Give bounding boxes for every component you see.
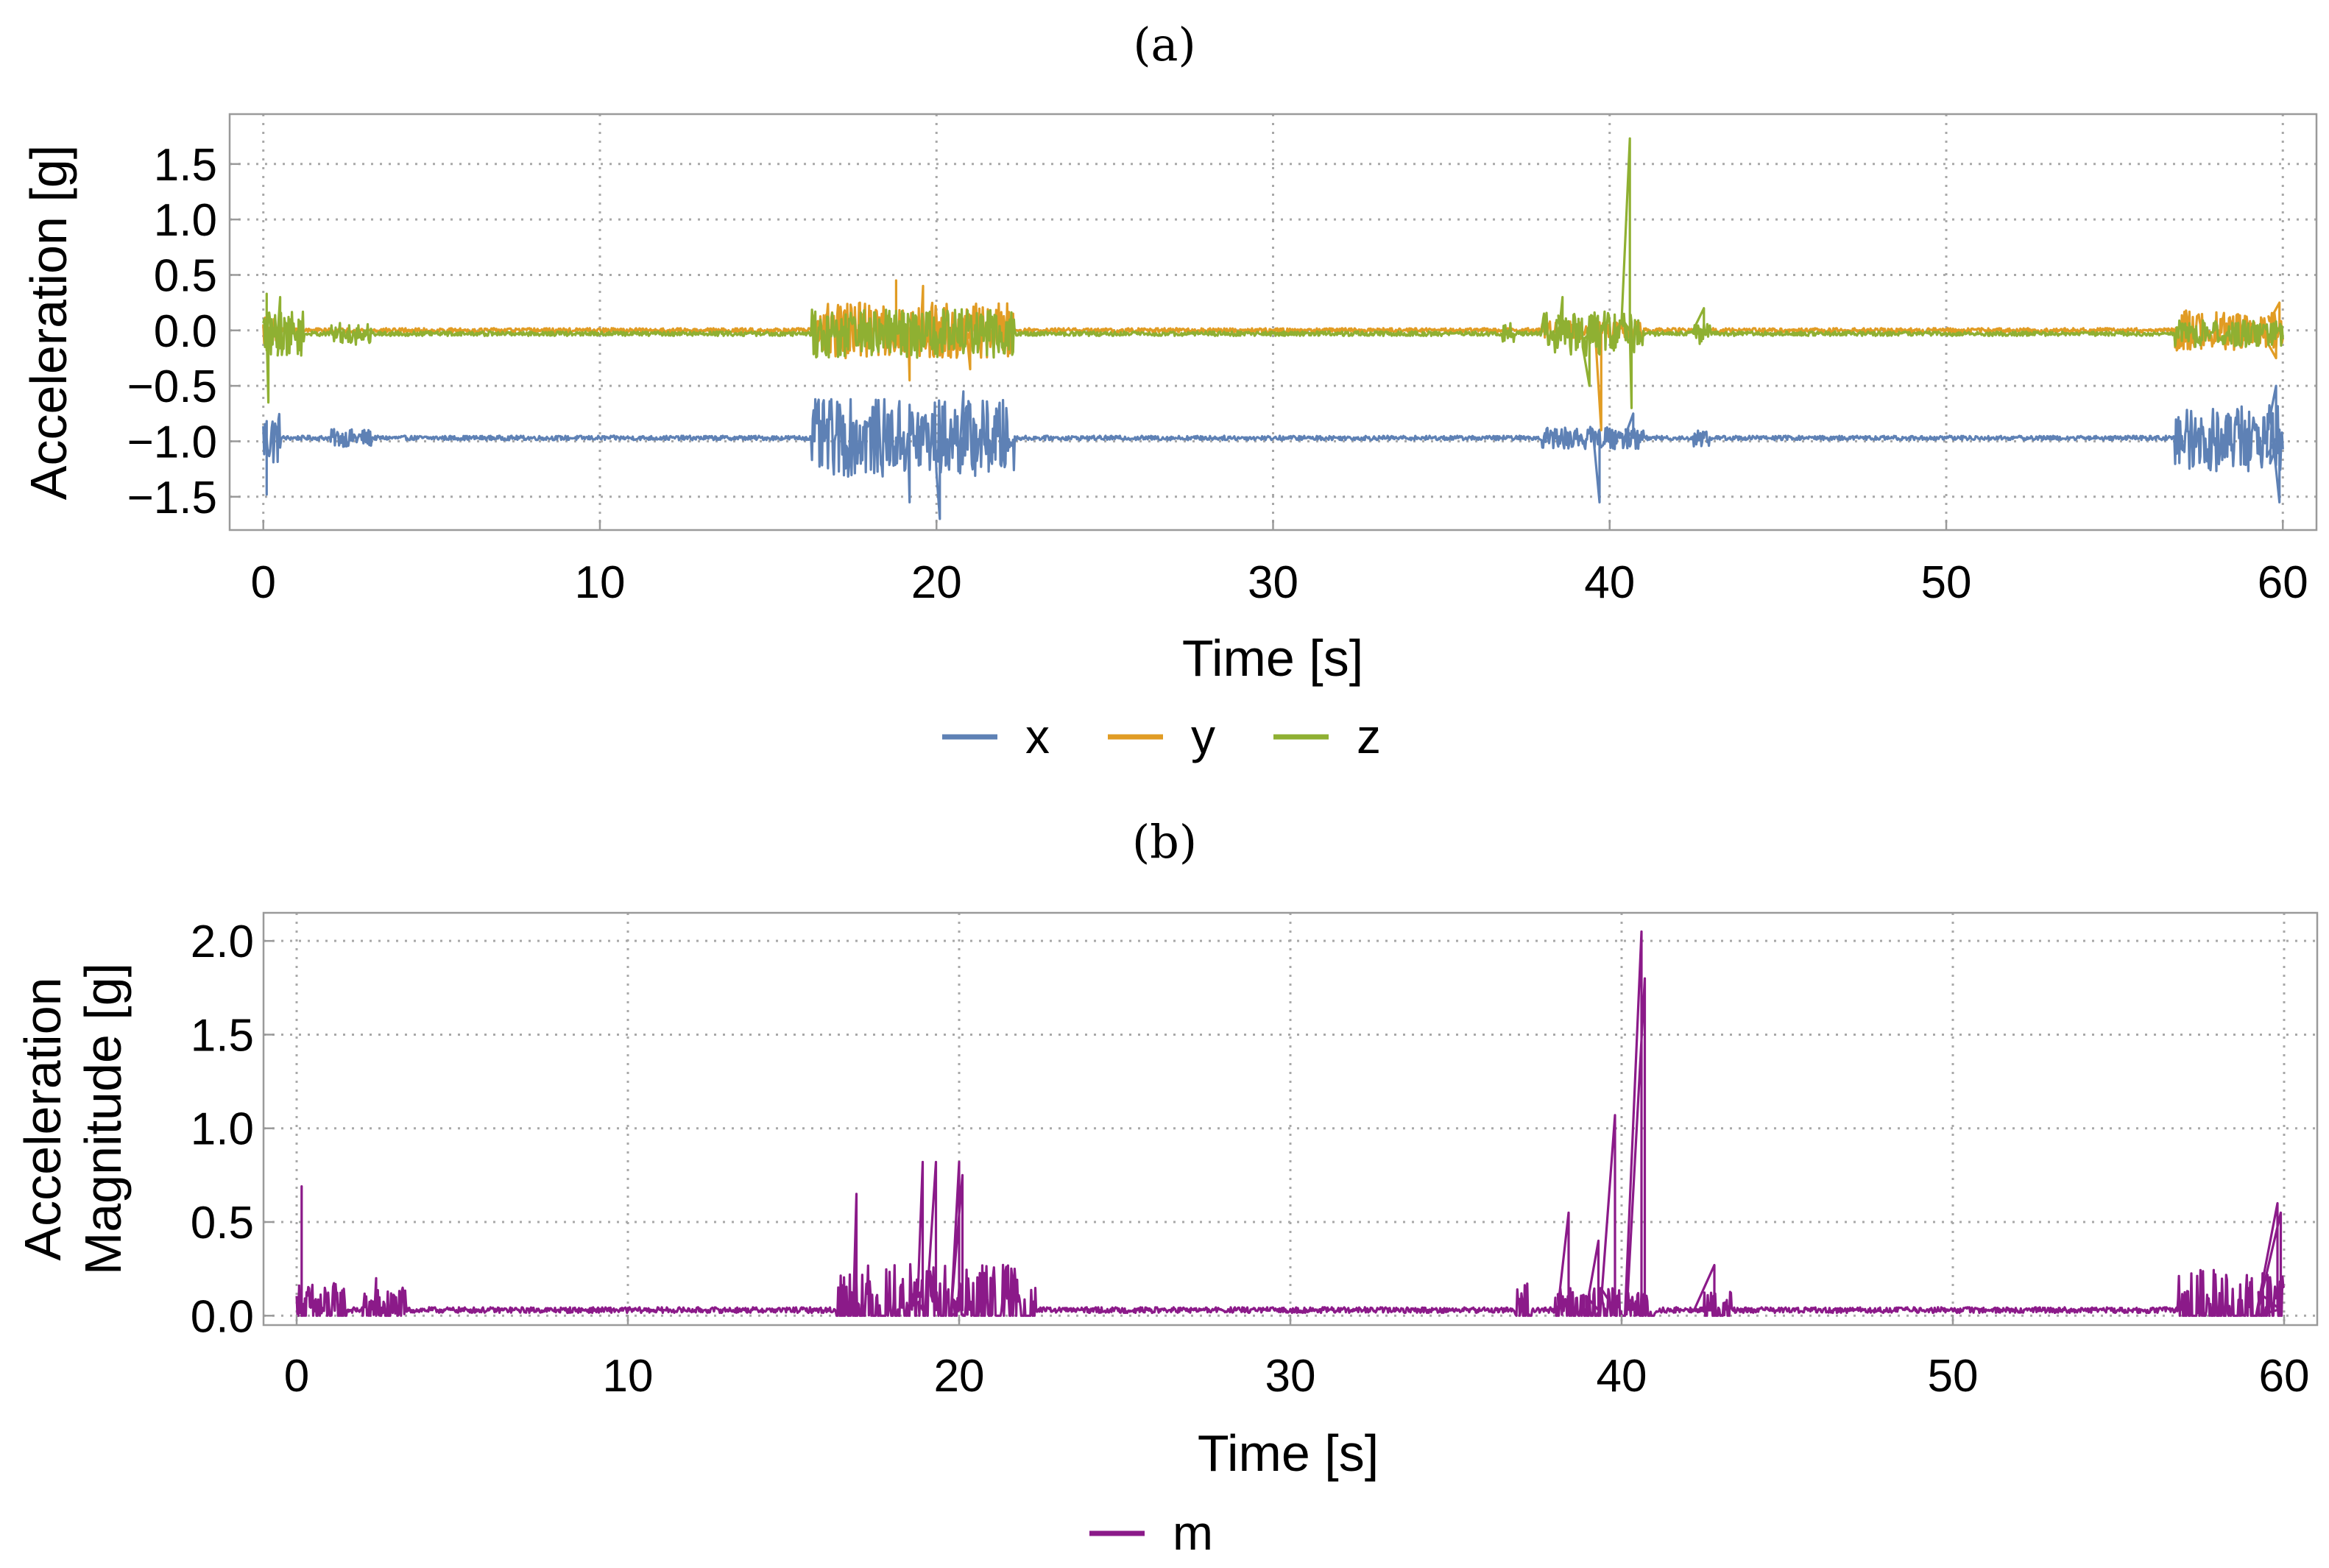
panel-a-ytick-label-6: 1.5 <box>154 140 217 191</box>
panel-a-xtick-label-4: 40 <box>1584 557 1635 608</box>
panel-b-ytick-label-2: 1.0 <box>191 1104 254 1155</box>
panel-b-xtick-label-4: 40 <box>1597 1351 1647 1402</box>
panel-b-xtick-label-1: 10 <box>603 1351 654 1402</box>
legend-label-x: x <box>1025 709 1050 763</box>
panel-a-xtick-label-2: 20 <box>911 557 962 608</box>
panel-b-xtick-label-3: 30 <box>1265 1351 1316 1402</box>
panel-b: (b) 0 10 20 30 40 50 60 0.0 0.5 1.0 1.5 2.0 Time [s… <box>14 815 2319 1560</box>
series-line-m <box>295 930 2286 1317</box>
panel-b-series <box>295 930 2286 1317</box>
panel-b-label: (b) <box>1132 815 1197 869</box>
panel-b-legend: m <box>1089 1505 1213 1560</box>
panel-b-xlabel: Time [s] <box>1198 1424 1379 1482</box>
panel-a-ytick-label-3: 0.0 <box>154 306 217 357</box>
series-line-z <box>262 137 2284 409</box>
series-line-x <box>262 384 2284 520</box>
panel-a-xtick-label-6: 60 <box>2258 557 2308 608</box>
panel-b-ytick-label-3: 1.5 <box>191 1010 254 1061</box>
panel-b-ytick-label-0: 0.0 <box>191 1291 254 1342</box>
panel-a-xtick-label-1: 10 <box>574 557 625 608</box>
panel-a-ytick-label-0: −1.5 <box>127 473 217 523</box>
panel-a-ylabel: Acceleration [g] <box>20 145 77 500</box>
panel-b-ylabel-line-1: Acceleration <box>14 977 71 1260</box>
panel-b-ticks: 0 10 20 30 40 50 60 0.0 0.5 1.0 1.5 2.0 <box>191 917 2310 1402</box>
panel-a-ticks: 0 10 20 30 40 50 60 −1.5 −1.0−0.50.00.51.01.5 <box>127 140 2308 608</box>
panel-a: (a) 0 10 20 30 40 50 60 −1.5 −1.0−0.50.00.51.01.… <box>20 18 2318 763</box>
panel-a-ytick-label-5: 1.0 <box>154 195 217 246</box>
panel-a-xlabel: Time [s] <box>1182 629 1363 687</box>
panel-b-xtick-label-0: 0 <box>284 1351 309 1402</box>
panel-b-ytick-label-4: 2.0 <box>191 917 254 967</box>
panel-b-xtick-label-2: 20 <box>934 1351 985 1402</box>
panel-b-xtick-label-6: 60 <box>2259 1351 2310 1402</box>
panel-b-ytick-label-1: 0.5 <box>191 1198 254 1249</box>
panel-a-ytick-label-1: −1.0 <box>127 417 217 467</box>
panel-b-gridlines <box>264 913 2317 1325</box>
panel-b-xtick-label-5: 50 <box>1928 1351 1979 1402</box>
legend-label-y: y <box>1191 709 1215 763</box>
panel-b-ylabel-line-2: Magnitude [g] <box>74 963 132 1275</box>
legend-label-m: m <box>1173 1505 1213 1560</box>
panel-a-xtick-label-3: 30 <box>1248 557 1298 608</box>
panel-a-gridlines <box>230 114 2316 530</box>
panel-a-xtick-label-0: 0 <box>250 557 275 608</box>
panel-a-ytick-label-4: 0.5 <box>154 250 217 301</box>
panel-a-series <box>262 137 2284 520</box>
panel-a-label: (a) <box>1133 18 1195 71</box>
panel-a-legend: x y z <box>942 709 1381 763</box>
legend-label-z: z <box>1357 709 1381 763</box>
panel-a-ytick-label-2: −0.5 <box>127 361 217 412</box>
panel-a-xtick-label-5: 50 <box>1921 557 1972 608</box>
